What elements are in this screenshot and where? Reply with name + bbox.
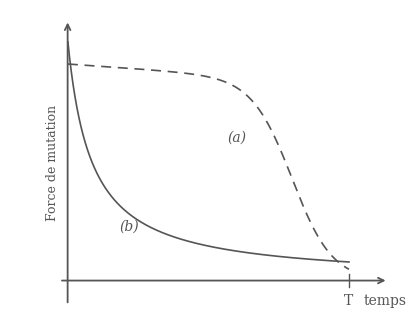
- Text: T: T: [344, 294, 353, 308]
- Text: temps: temps: [364, 294, 407, 308]
- Text: (a): (a): [227, 131, 246, 145]
- Text: Force de mutation: Force de mutation: [46, 104, 59, 220]
- Text: (b): (b): [120, 219, 139, 233]
